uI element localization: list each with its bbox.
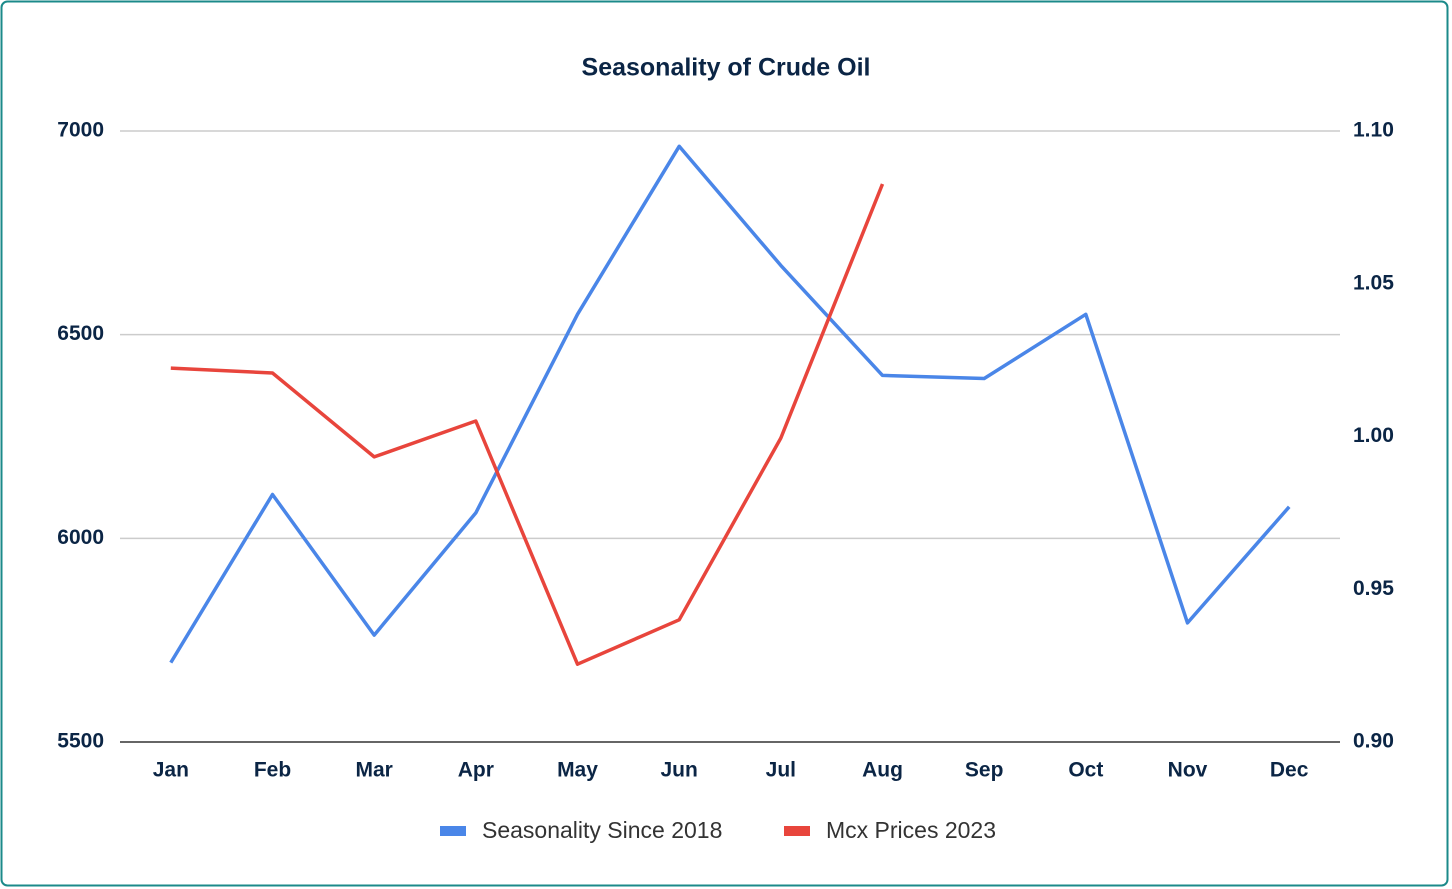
x-tick-label: Oct <box>1068 759 1103 782</box>
x-tick-label: Dec <box>1270 759 1309 782</box>
y2-tick-label: 1.05 <box>1353 271 1394 294</box>
legend-label: Mcx Prices 2023 <box>826 817 996 843</box>
y2-tick-label: 1.00 <box>1353 424 1394 447</box>
x-tick-label: Sep <box>965 759 1004 782</box>
x-tick-label: Mar <box>355 759 392 782</box>
y2-tick-label: 0.95 <box>1353 577 1394 600</box>
series-line <box>170 183 885 666</box>
y-tick-label: 5500 <box>57 730 104 753</box>
x-tick-label: Jul <box>766 759 796 782</box>
y-tick-label: 6000 <box>57 526 104 549</box>
legend-swatch <box>784 826 810 836</box>
x-tick-label: Feb <box>254 759 291 782</box>
y2-tick-label: 0.90 <box>1353 730 1394 753</box>
legend-swatch <box>440 826 466 836</box>
chart-title: Seasonality of Crude Oil <box>582 54 871 82</box>
x-tick-label: Nov <box>1168 759 1208 782</box>
legend-label: Seasonality Since 2018 <box>482 817 722 843</box>
x-tick-label: Aug <box>862 759 903 782</box>
x-tick-label: May <box>557 759 598 782</box>
y2-tick-label: 1.10 <box>1353 119 1394 142</box>
x-tick-label: Apr <box>458 759 494 782</box>
x-tick-label: Jan <box>153 759 189 782</box>
series-line <box>169 144 1291 664</box>
x-tick-label: Jun <box>660 759 697 782</box>
y-tick-label: 6500 <box>57 322 104 345</box>
y-tick-label: 7000 <box>57 119 104 142</box>
